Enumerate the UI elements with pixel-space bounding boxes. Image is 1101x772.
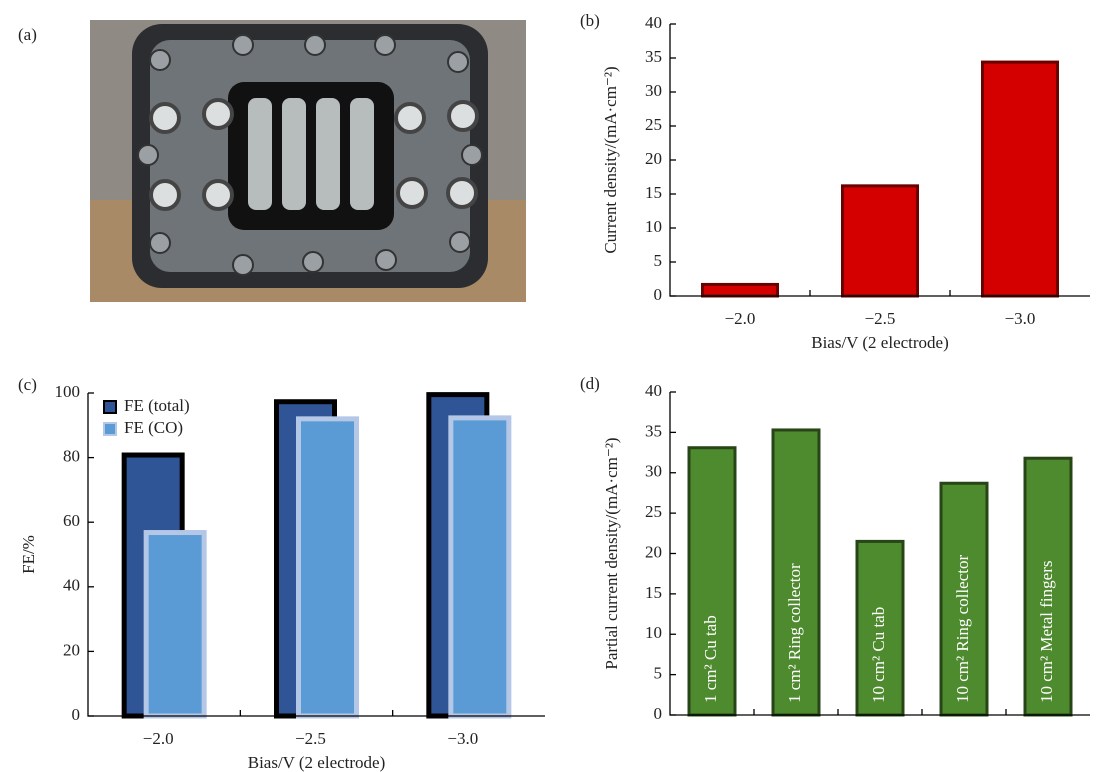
axes bbox=[669, 392, 1090, 716]
bar bbox=[143, 530, 207, 719]
bar-label: 1 cm² Cu tab bbox=[701, 615, 720, 703]
bar bbox=[771, 428, 821, 717]
y-tick-label: 35 bbox=[645, 421, 662, 440]
y-tick-label: 25 bbox=[645, 115, 662, 134]
x-tick-label: −2.0 bbox=[143, 729, 174, 748]
bar bbox=[701, 282, 779, 298]
y-tick-label: 0 bbox=[654, 285, 663, 304]
y-tick-label: 40 bbox=[645, 381, 662, 400]
y-tick-label: 15 bbox=[645, 183, 662, 202]
legend-swatch bbox=[103, 422, 117, 436]
axes bbox=[87, 393, 545, 717]
y-tick-label: 30 bbox=[645, 81, 662, 100]
x-tick-label: −3.0 bbox=[1005, 309, 1036, 328]
x-tick-label: −2.0 bbox=[725, 309, 756, 328]
bar bbox=[448, 415, 512, 719]
y-tick-label: 10 bbox=[645, 623, 662, 642]
y-tick-label: 0 bbox=[72, 705, 81, 724]
panel-label: (d) bbox=[580, 374, 600, 393]
y-tick-label: 15 bbox=[645, 583, 662, 602]
bar-label: 10 cm² Ring collector bbox=[953, 555, 972, 703]
photo bbox=[90, 20, 526, 302]
x-axis-label: Bias/V (2 electrode) bbox=[248, 753, 386, 772]
y-tick-label: 20 bbox=[63, 640, 80, 659]
x-tick-label: −3.0 bbox=[447, 729, 478, 748]
axes bbox=[669, 24, 1090, 297]
bar bbox=[687, 446, 737, 717]
bar bbox=[855, 539, 905, 717]
y-axis-label: Partial current density/(mA·cm⁻²) bbox=[602, 437, 621, 669]
y-tick-label: 20 bbox=[645, 542, 662, 561]
y-tick-label: 40 bbox=[63, 576, 80, 595]
x-tick-label: −2.5 bbox=[865, 309, 896, 328]
y-tick-label: 100 bbox=[55, 382, 81, 401]
legend-swatch bbox=[103, 400, 117, 414]
legend-label: FE (total) bbox=[124, 396, 190, 415]
bar-label: 1 cm² Ring collector bbox=[785, 563, 804, 703]
y-tick-label: 10 bbox=[645, 217, 662, 236]
panel-label: (c) bbox=[18, 375, 37, 394]
panel-label: (a) bbox=[18, 25, 37, 44]
bar bbox=[1023, 456, 1073, 717]
y-tick-label: 80 bbox=[63, 447, 80, 466]
y-axis-label: Current density/(mA·cm⁻²) bbox=[601, 66, 620, 253]
y-tick-label: 60 bbox=[63, 511, 80, 530]
x-axis-label: Bias/V (2 electrode) bbox=[811, 333, 949, 352]
bar bbox=[841, 184, 919, 298]
y-tick-label: 25 bbox=[645, 502, 662, 521]
y-axis-label: FE/% bbox=[19, 535, 38, 574]
bar bbox=[296, 416, 359, 719]
y-tick-label: 30 bbox=[645, 462, 662, 481]
bar-label: 10 cm² Cu tab bbox=[869, 607, 888, 703]
y-tick-label: 0 bbox=[654, 704, 663, 723]
panel-label: (b) bbox=[580, 11, 600, 30]
y-tick-label: 35 bbox=[645, 47, 662, 66]
bar-label: 10 cm² Metal fingers bbox=[1037, 561, 1056, 703]
y-tick-label: 5 bbox=[654, 664, 663, 683]
y-tick-label: 5 bbox=[654, 251, 663, 270]
bar bbox=[939, 481, 989, 717]
legend-label: FE (CO) bbox=[124, 418, 183, 437]
x-tick-label: −2.5 bbox=[295, 729, 326, 748]
y-tick-label: 40 bbox=[645, 13, 662, 32]
y-tick-label: 20 bbox=[645, 149, 662, 168]
bar bbox=[981, 60, 1059, 298]
